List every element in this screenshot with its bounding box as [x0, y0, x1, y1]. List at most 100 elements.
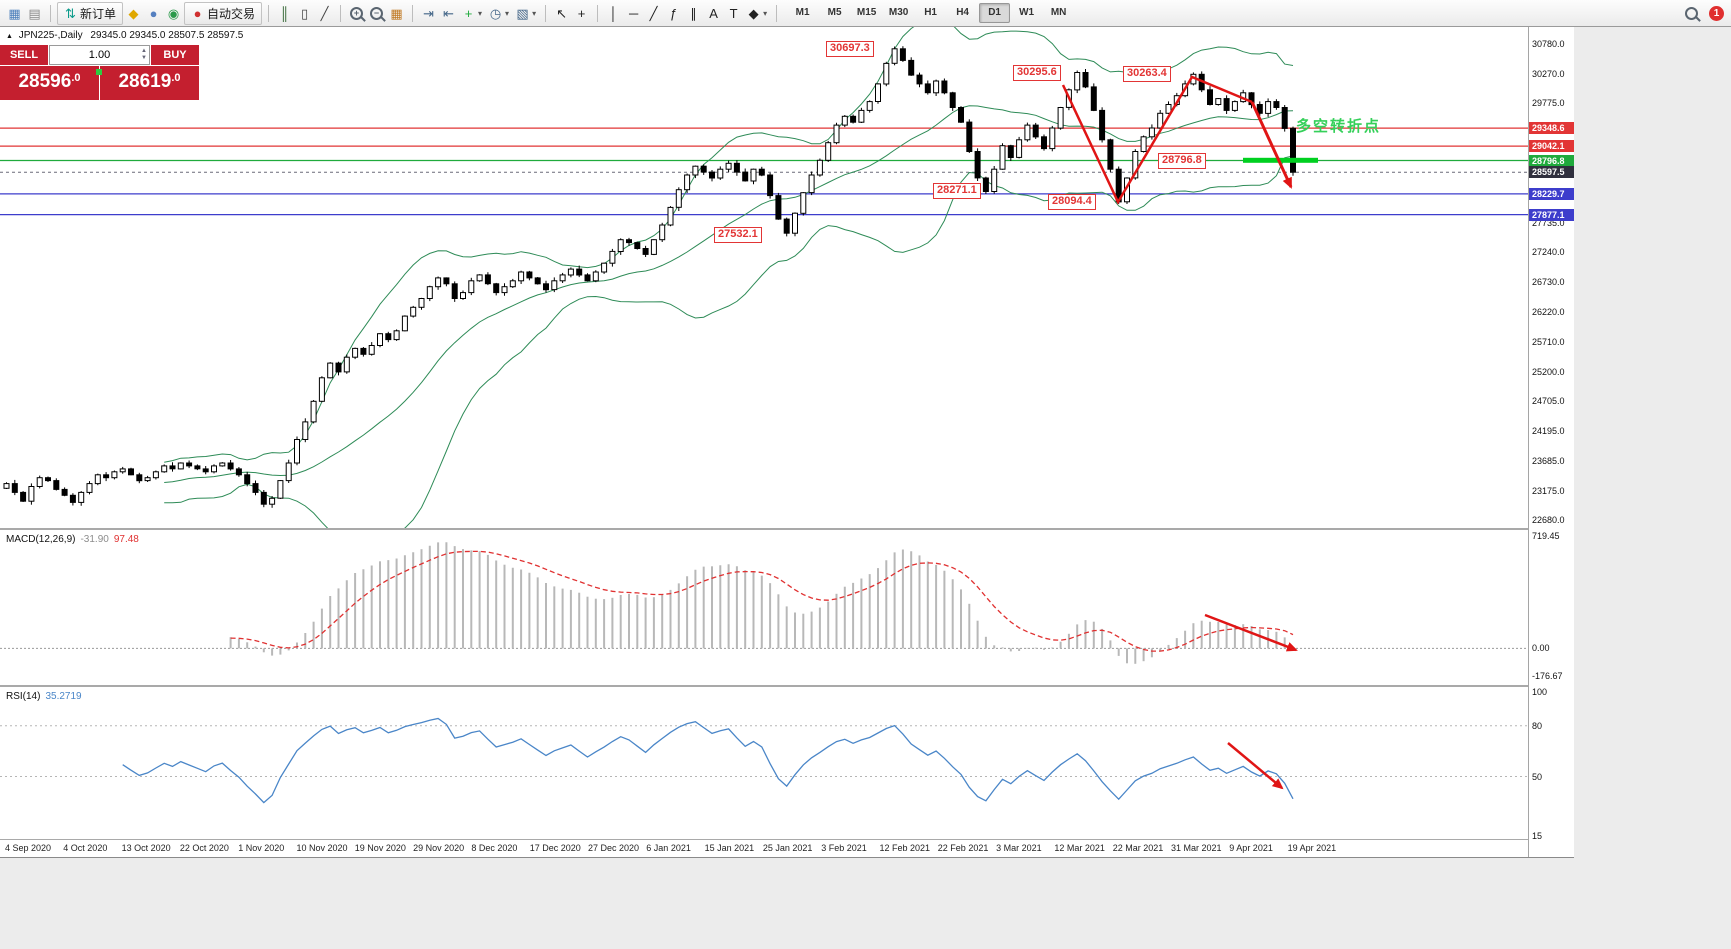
label-button[interactable]: T	[724, 3, 743, 24]
zoom-in-icon-sign: +	[353, 7, 360, 18]
profiles-button[interactable]: ▤	[25, 3, 44, 24]
candlestick-button[interactable]: ▯	[295, 3, 314, 24]
price-tag: 28597.5	[1529, 166, 1574, 179]
workspace-background	[1574, 27, 1731, 949]
price-tick: 22680.0	[1532, 515, 1565, 525]
shapes-button[interactable]: ◆ ▾	[744, 3, 770, 24]
spin-up-icon[interactable]: ▲	[141, 48, 147, 54]
bar-chart-button[interactable]: ║	[275, 3, 294, 24]
trendline-button[interactable]: ╱	[644, 3, 663, 24]
dropdown-arrow-icon: ▾	[478, 8, 483, 18]
price-annotation[interactable]: 30697.3	[826, 40, 874, 57]
macd-canvas[interactable]	[0, 530, 1528, 685]
rsi-axis-label: 50	[1532, 771, 1543, 782]
horizontal-line-button[interactable]: ─	[624, 3, 643, 24]
templates-button[interactable]: ▧ ▾	[513, 3, 539, 24]
price-annotation[interactable]: 28094.4	[1048, 193, 1096, 210]
dropdown-arrow-icon: ▾	[505, 8, 510, 18]
volume-input[interactable]: 1.00 ▲ ▼	[49, 45, 150, 65]
metaeditor-button[interactable]: ◆	[124, 3, 143, 24]
toolbar-group-cursor-tools: ↖ +	[552, 3, 591, 24]
pane-divider[interactable]	[0, 685, 1573, 687]
algo-status-button[interactable]: ◉	[164, 3, 183, 24]
zoom-out-icon-sign: −	[373, 7, 380, 18]
turning-point-note[interactable]: 多空转折点	[1296, 118, 1382, 135]
price-chart-canvas[interactable]	[0, 27, 1528, 528]
symbol-name: JPN225-,Daily	[18, 30, 83, 41]
price-annotation[interactable]: 30263.4	[1123, 66, 1171, 83]
price-annotation[interactable]: 28796.8	[1158, 152, 1206, 169]
timeframe-d1[interactable]: D1	[979, 3, 1011, 23]
spin-down-icon[interactable]: ▼	[141, 55, 147, 61]
toolbar-separator	[545, 4, 547, 22]
search-button[interactable]	[1682, 3, 1701, 24]
timeframe-mn[interactable]: MN	[1050, 7, 1067, 18]
profiles-icon: ▤	[28, 5, 41, 21]
toolbar-group-trading: ⇅ 新订单 ◆ ● ◉ ● 自动交易	[57, 1, 263, 25]
price-tick: 29775.0	[1532, 98, 1565, 108]
zoom-out-button[interactable]: −	[367, 3, 386, 24]
sell-price[interactable]: 28596 .0	[0, 66, 99, 100]
auto-scroll-button[interactable]: ⇥	[419, 3, 438, 24]
timeframe-h1[interactable]: H1	[924, 7, 937, 18]
buy-button[interactable]: BUY	[151, 45, 199, 65]
channel-button[interactable]: ∥	[684, 3, 703, 24]
toolbar-separator	[340, 4, 342, 22]
periods-button[interactable]: ◷ ▾	[486, 3, 512, 24]
new-chart-button[interactable]: ▦	[5, 3, 24, 24]
sell-price-main: 28596	[18, 71, 72, 92]
rsi-value: 35.2719	[45, 691, 82, 702]
rsi-canvas[interactable]	[0, 687, 1528, 839]
sell-button[interactable]: SELL	[0, 45, 48, 65]
cursor-button[interactable]: ↖	[552, 3, 571, 24]
sell-price-dec: .0	[71, 72, 81, 84]
timeframe-w1[interactable]: W1	[1019, 7, 1035, 18]
toolbar-group-chart-management: ▦ ▤	[5, 3, 44, 24]
market-watch-button[interactable]: ●	[144, 3, 163, 24]
date-label: 13 Oct 2020	[121, 843, 171, 853]
text-button[interactable]: A	[704, 3, 723, 24]
one-click-trading-panel: SELL 1.00 ▲ ▼ BUY 28596 .0 28619 .0	[0, 45, 199, 100]
timeframe-m5[interactable]: M5	[827, 7, 842, 18]
crosshair-button[interactable]: +	[572, 3, 591, 24]
timeframe-h4[interactable]: H4	[956, 7, 969, 18]
pane-divider	[0, 839, 1573, 840]
line-chart-button[interactable]: ╱	[315, 3, 334, 24]
price-annotation[interactable]: 30295.6	[1013, 64, 1061, 81]
price-tag: 28796.8	[1529, 154, 1574, 167]
date-label: 25 Jan 2021	[762, 843, 813, 853]
pane-divider[interactable]	[0, 528, 1573, 530]
price-annotation[interactable]: 28271.1	[933, 183, 981, 200]
autotrading-button[interactable]: ● 自动交易	[184, 1, 263, 25]
buy-price[interactable]: 28619 .0	[100, 66, 199, 100]
price-annotation[interactable]: 27532.1	[714, 226, 762, 243]
timeframe-m15[interactable]: M15	[856, 7, 877, 18]
timeframe-m1[interactable]: M1	[795, 7, 810, 18]
vertical-line-button[interactable]: │	[604, 3, 623, 24]
clock-icon: ◷	[489, 5, 502, 21]
indicators-add-icon: +	[464, 5, 473, 21]
notification-badge[interactable]: 1	[1709, 5, 1724, 21]
tile-windows-icon: ▦	[390, 5, 403, 21]
algo-icon: ◉	[167, 5, 180, 21]
macd-axis-label: 719.45	[1532, 531, 1560, 541]
zoom-in-button[interactable]: +	[347, 3, 366, 24]
date-label: 19 Nov 2020	[354, 843, 406, 853]
price-tick: 26220.0	[1532, 307, 1565, 317]
zoom-out-icon: −	[370, 6, 384, 20]
rsi-axis-label: 80	[1532, 720, 1543, 731]
indicators-button[interactable]: + ▾	[459, 3, 485, 24]
timeframe-m30[interactable]: M30	[888, 7, 909, 18]
new-order-button[interactable]: ⇅ 新订单	[57, 1, 124, 25]
date-label: 27 Dec 2020	[588, 843, 640, 853]
crosshair-icon: +	[577, 5, 586, 21]
date-label: 10 Nov 2020	[296, 843, 348, 853]
new-order-icon: ⇅	[65, 5, 76, 21]
tile-windows-button[interactable]: ▦	[387, 3, 406, 24]
fibonacci-button[interactable]: ƒ	[664, 3, 683, 24]
time-axis[interactable]: 4 Sep 2020 4 Oct 2020 13 Oct 2020 22 Oct 20…	[0, 840, 1528, 857]
volume-spinner[interactable]: ▲ ▼	[141, 48, 147, 62]
date-label: 19 Apr 2021	[1287, 843, 1337, 853]
chart-shift-button[interactable]: ⇤	[439, 3, 458, 24]
price-axis[interactable]: 30780.0 30270.0 29775.0 27735.0 27240.0 26730…	[1528, 27, 1574, 857]
